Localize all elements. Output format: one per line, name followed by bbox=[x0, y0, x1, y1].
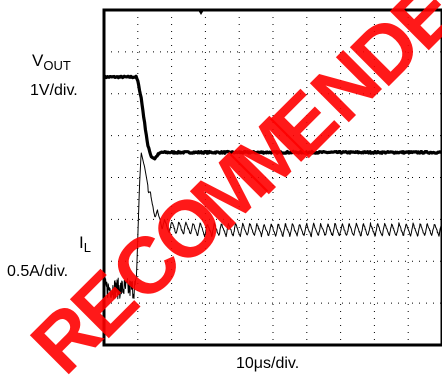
grid bbox=[104, 10, 442, 345]
il-label-sub: L bbox=[84, 240, 91, 255]
svg-text:IL: IL bbox=[79, 233, 91, 255]
watermark: RECOMMENDED bbox=[14, 0, 442, 381]
time-scale-label: 10μs/div. bbox=[236, 355, 299, 372]
svg-text:VOUT: VOUT bbox=[32, 51, 71, 73]
plot-area bbox=[102, 8, 442, 347]
il-scale-label: 0.5A/div. bbox=[7, 263, 68, 280]
vout-axis-label: VOUT 1V/div. bbox=[30, 51, 78, 99]
traces bbox=[102, 74, 442, 300]
il-label-main: I bbox=[79, 233, 84, 252]
il-axis-label: IL 0.5A/div. bbox=[7, 233, 91, 280]
il-trace bbox=[103, 152, 442, 300]
vout-scale-label: 1V/div. bbox=[30, 82, 78, 99]
vout-trace bbox=[102, 74, 442, 161]
vout-label-sub: OUT bbox=[43, 58, 71, 73]
trigger-marker bbox=[198, 10, 204, 15]
vout-label-main: V bbox=[32, 51, 44, 70]
